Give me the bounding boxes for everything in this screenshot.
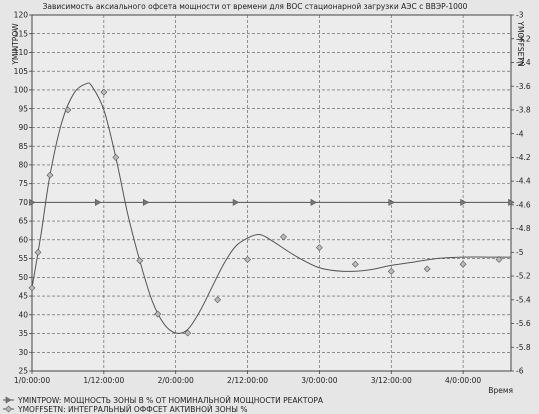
left-tick-label: 90	[18, 123, 28, 132]
left-tick-label: 110	[14, 48, 29, 57]
chart-title: Зависимость аксиального офсета мощности …	[43, 2, 468, 11]
data-point-ymintpow	[310, 198, 318, 206]
legend-item-ymoffsetn: YMOFFSETN: ИНТЕГРАЛЬНЫЙ ОФФСЕТ АКТИВНОЙ …	[3, 405, 247, 414]
x-tick-label: 3/0:00:00	[301, 376, 337, 385]
data-point-ymoffsetn	[136, 257, 144, 265]
right-tick-label: -3.6	[516, 82, 531, 91]
data-point-ymoffsetn	[280, 233, 287, 241]
data-point-ymintpow	[388, 198, 395, 206]
right-tick-label: -4	[516, 129, 524, 138]
legend-item-ymintpow: YMINTPOW: МОЩНОСТЬ ЗОНЫ В % ОТ НОМИНАЛЬН…	[3, 396, 324, 405]
left-tick-label: 65	[18, 217, 28, 226]
data-point-ymoffsetn	[112, 153, 120, 161]
left-axis-label: YMINTPOW	[11, 23, 20, 66]
data-point-ymoffsetn	[214, 296, 222, 304]
left-tick-label: 100	[14, 86, 29, 95]
data-point-ymoffsetn	[387, 267, 395, 275]
data-point-ymintpow	[142, 198, 150, 206]
data-point-ymintpow	[232, 198, 240, 206]
legend: YMINTPOW: МОЩНОСТЬ ЗОНЫ В % ОТ НОМИНАЛЬН…	[3, 396, 324, 414]
data-point-ymoffsetn	[64, 106, 72, 114]
data-point-ymoffsetn	[244, 256, 251, 263]
data-point-ymoffsetn	[315, 244, 323, 252]
x-tick-label: 4/0:00:00	[445, 376, 481, 385]
left-tick-label: 50	[18, 273, 28, 282]
left-tick-label: 75	[18, 179, 28, 188]
right-axis-ticks: -3 -3.2 -3.4 -3.6 -3.8 -4 -4.2 -4.4 -4.6 -4.8 -5 -5…	[511, 11, 531, 376]
left-tick-label: 85	[18, 142, 28, 151]
x-axis-ticks: 1/0:00:00 1/12:00:00 2/0:00:00 2/12:00:00 3/…	[14, 371, 481, 385]
right-tick-label: -5.8	[516, 343, 531, 352]
data-point-ymintpow	[508, 198, 515, 206]
left-tick-label: 35	[18, 329, 28, 338]
left-tick-label: 105	[14, 67, 29, 76]
right-tick-label: -5.2	[516, 272, 531, 281]
data-point-ymoffsetn	[100, 88, 108, 96]
right-tick-label: -4.2	[516, 153, 531, 162]
left-axis-ticks: 25 30 35 40 45 50 55 60 65 70 75 80 85 90 95 100 105 110 1…	[14, 11, 32, 376]
x-tick-label: 2/12:00:00	[227, 376, 268, 385]
data-point-ymintpow	[460, 198, 467, 206]
data-point-ymoffsetn	[495, 256, 503, 263]
left-tick-label: 70	[18, 198, 28, 207]
right-tick-label: -6	[516, 367, 524, 376]
right-tick-label: -4.8	[516, 224, 531, 233]
right-tick-label: -3	[516, 11, 524, 20]
plot-area	[31, 14, 512, 372]
data-point-ymoffsetn	[423, 265, 431, 273]
data-point-ymoffsetn	[34, 248, 42, 256]
data-point-ymoffsetn	[351, 260, 359, 268]
data-point-ymoffsetn	[28, 284, 36, 292]
x-tick-label: 3/12:00:00	[371, 376, 412, 385]
data-point-ymoffsetn	[459, 260, 467, 268]
triangle-marker-icon	[5, 396, 12, 404]
right-tick-label: -5.4	[516, 295, 531, 304]
data-point-ymoffsetn	[154, 310, 162, 318]
left-tick-label: 40	[18, 310, 28, 319]
right-tick-label: -3.8	[516, 106, 531, 115]
left-tick-label: 55	[18, 254, 28, 263]
left-tick-label: 60	[18, 235, 28, 244]
right-tick-label: -5.6	[516, 319, 531, 328]
left-tick-label: 30	[18, 348, 28, 357]
left-tick-label: 120	[14, 11, 29, 20]
right-tick-label: -3.4	[516, 58, 531, 67]
legend-label-ymintpow: YMINTPOW: МОЩНОСТЬ ЗОНЫ В % ОТ НОМИНАЛЬН…	[17, 396, 324, 405]
right-tick-label: -4.4	[516, 177, 531, 186]
x-tick-label: 1/12:00:00	[83, 376, 124, 385]
right-tick-label: -5	[516, 248, 524, 257]
data-point-ymoffsetn	[184, 329, 192, 337]
legend-label-ymoffsetn: YMOFFSETN: ИНТЕГРАЛЬНЫЙ ОФФСЕТ АКТИВНОЙ …	[17, 405, 247, 414]
x-tick-label: 2/0:00:00	[158, 376, 194, 385]
diamond-marker-icon	[5, 405, 12, 413]
right-tick-label: -3.2	[516, 34, 531, 43]
data-point-ymoffsetn	[46, 171, 54, 179]
grid-lines	[32, 15, 511, 371]
x-axis-label: Время	[488, 386, 513, 395]
right-tick-label: -4.6	[516, 200, 531, 209]
x-tick-label: 1/0:00:00	[14, 376, 50, 385]
left-tick-label: 25	[18, 367, 28, 376]
left-tick-label: 45	[18, 292, 28, 301]
series-layer	[28, 82, 515, 337]
left-tick-label: 80	[18, 160, 28, 169]
left-tick-label: 95	[18, 104, 28, 113]
data-point-ymintpow	[95, 198, 102, 206]
left-tick-label: 115	[14, 29, 29, 38]
right-axis-label: YMOFFSETN	[516, 20, 525, 66]
series-line-ymoffsetn	[31, 82, 511, 334]
data-point-ymintpow	[29, 198, 36, 206]
